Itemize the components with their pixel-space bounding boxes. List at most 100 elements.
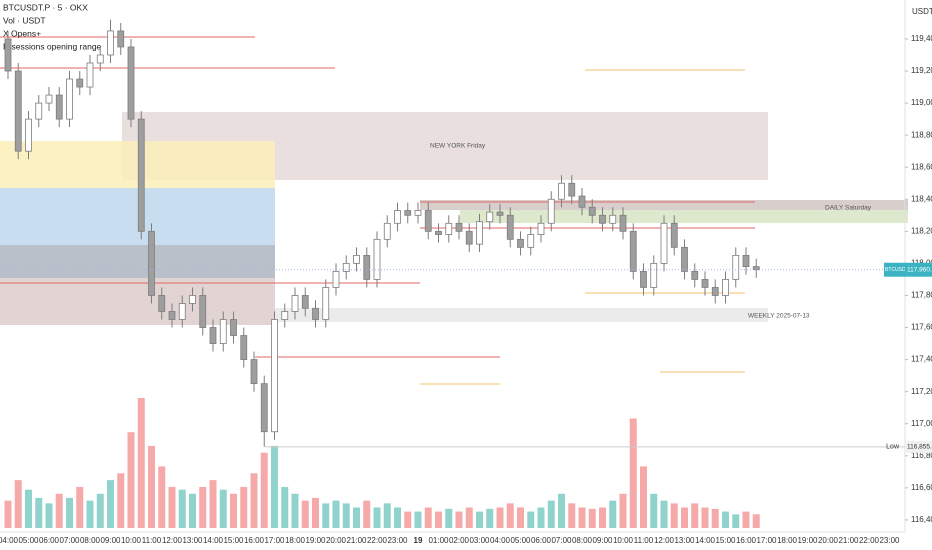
volume-bar <box>4 500 12 528</box>
x-tick-label: 23:00 <box>879 536 900 545</box>
candle-body <box>4 38 12 72</box>
volume-bar <box>86 500 94 528</box>
volume-bar <box>527 511 535 528</box>
y-tick-label: 119,000.0 <box>911 98 932 107</box>
volume-bar <box>394 507 401 528</box>
y-tick-label: 118,800.0 <box>911 130 932 139</box>
volume-bar <box>240 486 248 528</box>
candle-body <box>445 222 453 235</box>
x-tick-label: 19 <box>414 536 423 545</box>
candle-body <box>711 287 719 296</box>
candle-body <box>394 210 401 224</box>
volume-bar <box>752 514 760 528</box>
volume-bar <box>312 497 319 528</box>
candle-body <box>76 78 84 88</box>
legend-line: X Opens+ <box>3 28 41 38</box>
volume-bar <box>148 445 155 528</box>
candle-body <box>281 311 289 320</box>
candle-body <box>424 210 432 232</box>
candle-body <box>691 271 699 280</box>
x-tick-label: 08:00 <box>572 536 593 545</box>
candle-body <box>547 198 555 224</box>
candle-body <box>373 238 381 280</box>
axis-unit: USDT <box>912 7 932 16</box>
legend-line: B-sessions opening range <box>3 41 102 51</box>
x-tick-label: 21:00 <box>346 536 367 545</box>
x-tick-label: 16:00 <box>736 536 757 545</box>
y-tick-label: 118,400.0 <box>911 194 932 203</box>
candle-body <box>322 287 330 320</box>
candle-body <box>250 359 258 385</box>
candle-body <box>189 295 196 304</box>
candle-body <box>117 30 125 48</box>
volume-bar <box>383 503 391 528</box>
candle-body <box>670 222 678 248</box>
volume-bar <box>670 503 678 528</box>
x-tick-label: 13:00 <box>182 536 203 545</box>
y-tick-label: 118,200.0 <box>911 226 932 235</box>
candle-body <box>435 230 442 235</box>
volume-bar <box>660 500 668 528</box>
candle-body <box>599 214 606 224</box>
x-tick-label: 11:00 <box>634 536 654 545</box>
volume-bar <box>363 500 371 528</box>
candle-body <box>517 238 524 248</box>
x-tick-label: 06:00 <box>531 536 552 545</box>
volume-bar <box>178 489 186 528</box>
volume-bar <box>301 500 309 528</box>
volume-bar <box>25 489 32 528</box>
volume-bar <box>732 514 740 528</box>
candle-body <box>271 319 278 433</box>
candle-body <box>578 195 586 208</box>
x-tick-label: 04:00 <box>0 536 19 545</box>
volume-bar <box>158 466 166 528</box>
candle-body <box>86 62 94 88</box>
candle-body <box>650 262 658 288</box>
volume-bar <box>322 503 330 528</box>
volume-bar <box>230 493 237 528</box>
candle-body <box>342 262 350 272</box>
candle-body <box>25 118 32 152</box>
volume-bar <box>291 493 299 528</box>
x-tick-label: 09:00 <box>100 536 121 545</box>
candle-body <box>629 230 637 272</box>
x-tick-label: 03:00 <box>469 536 490 545</box>
candle-body <box>353 254 360 264</box>
annotation: NEW YORK Friday <box>430 143 486 150</box>
low-tag-bg <box>905 440 932 453</box>
candle-body <box>455 222 463 232</box>
x-tick-label: 18:00 <box>777 536 798 545</box>
x-tick-label: 20:00 <box>818 536 839 545</box>
candle-body <box>640 271 647 288</box>
candle-body <box>414 210 422 216</box>
candle-body <box>127 46 135 120</box>
volume-bar <box>599 507 606 528</box>
candle-body <box>619 214 627 232</box>
volume-bar <box>609 500 617 528</box>
x-tick-label: 06:00 <box>39 536 60 545</box>
volume-bar <box>260 452 268 528</box>
volume-bar <box>414 511 422 528</box>
x-tick-label: 15:00 <box>715 536 736 545</box>
volume-bar <box>281 486 289 528</box>
volume-bar <box>742 511 750 528</box>
x-tick-label: 07:00 <box>551 536 572 545</box>
volume-bar <box>45 503 53 528</box>
volume-bar <box>711 508 719 528</box>
x-tick-label: 14:00 <box>203 536 224 545</box>
volume-bar <box>619 493 627 528</box>
y-tick-label: 119,200.0 <box>911 66 932 75</box>
volume-bar <box>486 508 494 528</box>
low-label: Low <box>886 444 900 451</box>
volume-bar <box>517 507 524 528</box>
x-tick-label: 13:00 <box>674 536 695 545</box>
candle-body <box>332 271 340 288</box>
volume-bar <box>691 503 699 528</box>
candle-body <box>312 307 319 320</box>
candle-body <box>178 303 186 320</box>
volume-bar <box>445 508 453 528</box>
volume-bar <box>14 480 22 528</box>
x-tick-label: 12:00 <box>654 536 675 545</box>
x-tick-label: 07:00 <box>59 536 80 545</box>
